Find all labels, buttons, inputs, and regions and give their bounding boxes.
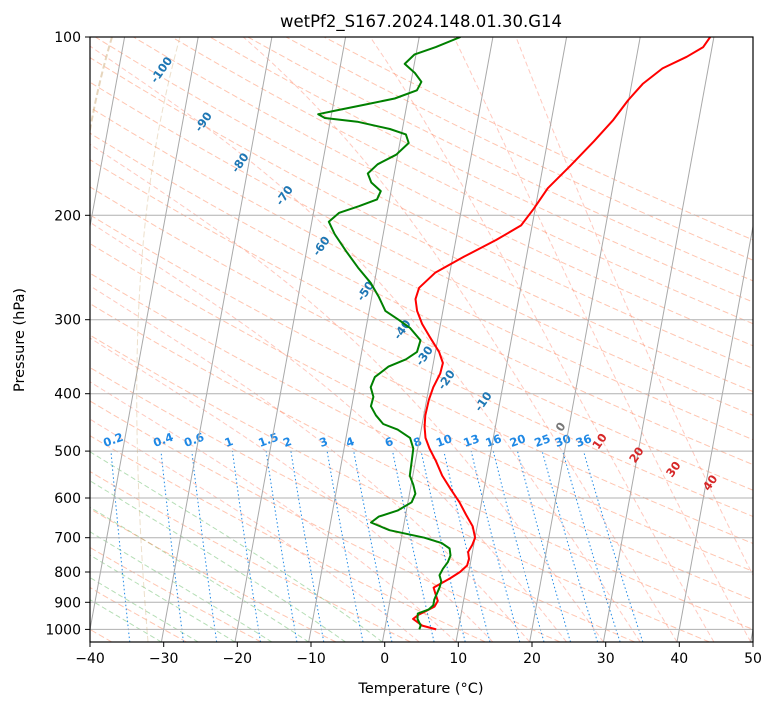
y-tick-label: 700: [54, 531, 81, 547]
x-tick-label: 30: [597, 651, 615, 667]
x-tick-label: 20: [523, 651, 541, 667]
dry-adiabats: [90, 37, 753, 642]
dry-adiabat-line: [209, 37, 753, 303]
mixing-ratio-label: 36: [574, 431, 594, 450]
moist-adiabat-line: [90, 554, 236, 642]
x-tick-label: −20: [223, 651, 253, 667]
dry-adiabat-line: [90, 471, 411, 642]
y-tick-label: 800: [54, 565, 81, 581]
dry-adiabat-line: [90, 435, 486, 642]
y-axis-title: Pressure (hPa): [12, 288, 28, 392]
mixing-ratio-line: [583, 450, 644, 642]
isotherm-line: [160, 37, 273, 642]
mixing-ratio-label: 16: [484, 431, 504, 450]
plot-frame: [89, 36, 754, 643]
dry-adiabat-line: [171, 37, 753, 325]
isotherm-line: [381, 37, 494, 642]
moist-adiabat-line: [369, 37, 715, 642]
chart-title: wetPf2_S167.2024.148.01.30.G14: [280, 12, 562, 32]
isotherm-line: [234, 37, 347, 642]
mixing-ratio-label: 20: [508, 431, 528, 450]
x-tick-label: 50: [744, 651, 762, 667]
mixing-ratio-label: 0.4: [151, 430, 175, 450]
mixing-ratio-label: 0.2: [101, 430, 125, 450]
moist-adiabat-line: [90, 381, 457, 642]
moist-adiabat-line: [242, 37, 678, 642]
dewpoint-profile-line: [317, 37, 461, 630]
x-tick-label: −30: [149, 651, 179, 667]
y-tick-label: 600: [54, 491, 81, 507]
dry-adiabat-line: [90, 159, 753, 491]
mixing-ratio-line: [492, 450, 545, 642]
x-axis: −40 −30 −20 −10 0 10 20 30 40 50: [75, 642, 762, 667]
reference-arcs: [90, 37, 181, 642]
dry-adiabat-line: [90, 186, 753, 518]
mixing-ratio-line: [231, 451, 261, 642]
moist-adiabat-line: [90, 576, 199, 642]
y-tick-label: 400: [54, 387, 81, 403]
skewed-isotherms: [90, 37, 753, 642]
temperature-profile-line: [412, 37, 712, 631]
isotherm-line: [308, 37, 420, 642]
mixing-ratio-line: [326, 451, 364, 642]
x-tick-label: 0: [380, 651, 389, 667]
moist-adiabat-line: [90, 285, 531, 642]
dry-adiabat-line: [90, 587, 187, 642]
y-tick-label: 500: [54, 444, 81, 460]
mixing-ratio-line: [160, 451, 184, 642]
dry-adiabat-line: [90, 366, 635, 642]
mixing-ratio-line: [470, 450, 521, 642]
mixing-ratio-line: [562, 450, 621, 642]
isotherm-line: [90, 37, 126, 230]
x-tick-label: 40: [670, 651, 688, 667]
y-tick-label: 200: [54, 208, 81, 224]
isotherm-line: [90, 37, 199, 633]
mixing-ratio-line: [191, 451, 218, 642]
mixing-ratio-line: [541, 450, 599, 642]
moist-adiabat-line: [90, 221, 567, 642]
y-tick-label: 300: [54, 313, 81, 329]
dry-adiabat-line: [90, 303, 753, 630]
x-tick-label: −10: [296, 651, 326, 667]
moist-adiabat-line: [90, 337, 494, 642]
mixing-ratio-label: 0.6: [182, 430, 206, 450]
mixing-ratio-line: [392, 451, 435, 642]
reference-arc: [136, 37, 181, 642]
dry-adiabat-line: [90, 400, 561, 642]
profile-series: [317, 37, 712, 631]
reference-arc: [90, 37, 113, 136]
moist-adiabat-line: [90, 143, 604, 642]
isotherm-line: [529, 37, 641, 642]
x-tick-label: 10: [449, 651, 467, 667]
dry-adiabat-line: [90, 508, 337, 642]
y-tick-label: 1000: [45, 622, 81, 638]
moist-adiabat-line: [90, 418, 420, 642]
mixing-ratio-label: 10: [434, 431, 454, 450]
moist-adiabat-line: [90, 480, 346, 642]
y-axis: 100 200 300 400 500 600 700 800 900 1000: [45, 30, 90, 638]
y-tick-label: 900: [54, 595, 81, 611]
dry-adiabat-line: [90, 57, 753, 393]
moist-adiabat-line: [90, 45, 641, 642]
mixing-ratio-label: 1.5: [256, 430, 280, 450]
x-axis-title: Temperature (°C): [357, 681, 483, 697]
mixing-ratio-label: 25: [532, 431, 552, 450]
y-tick-label: 100: [54, 30, 81, 46]
isotherm-line: [602, 37, 715, 642]
moist-adiabat-line: [453, 37, 752, 642]
dry-adiabat-line: [90, 214, 753, 545]
mixing-ratio-line: [517, 450, 571, 642]
moist-adiabat-line: [90, 531, 273, 642]
dry-adiabat-line: [90, 106, 753, 441]
moist-adiabat-line: [90, 451, 383, 642]
moist-adiabats: [90, 37, 753, 642]
dry-adiabat-line: [133, 37, 753, 347]
mixing-ratio-label: 13: [461, 431, 481, 450]
x-tick-label: −40: [75, 651, 105, 667]
isotherm-line: [676, 223, 753, 642]
